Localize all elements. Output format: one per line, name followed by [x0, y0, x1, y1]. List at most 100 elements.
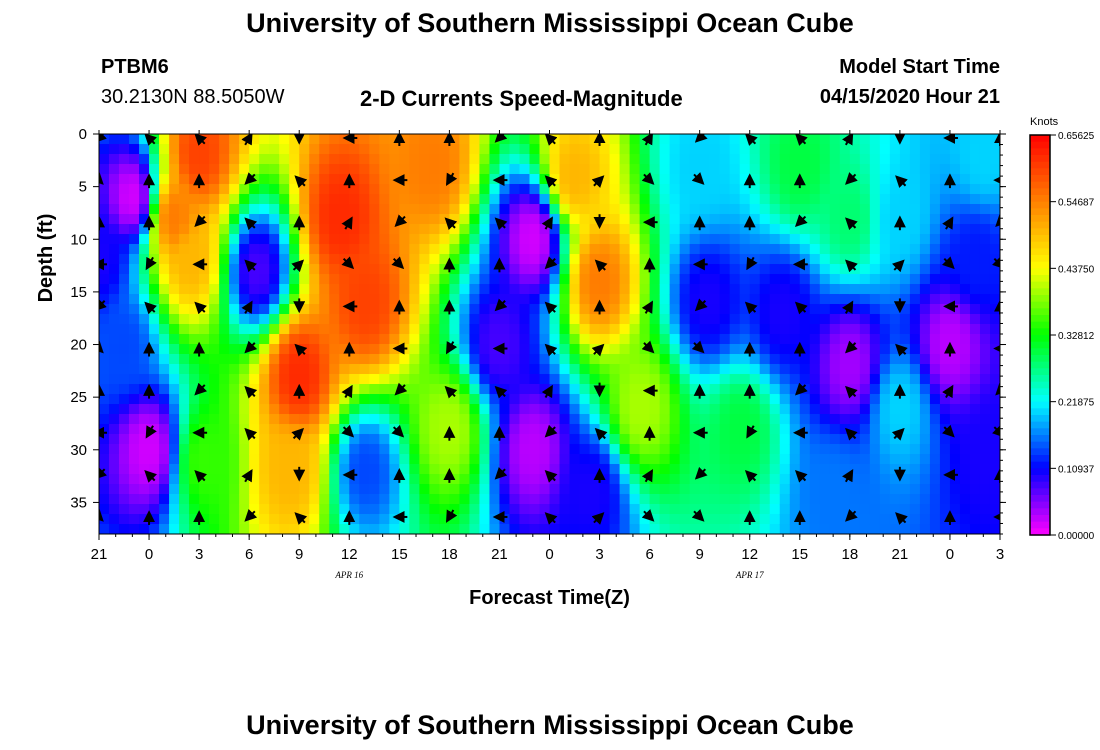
heatmap-cell: [469, 364, 481, 375]
heatmap-cell: [309, 384, 320, 395]
heatmap-cell: [679, 134, 691, 145]
heatmap-cell: [359, 294, 370, 305]
heatmap-cell: [149, 184, 160, 195]
heatmap-cell: [919, 414, 931, 425]
heatmap-cell: [109, 164, 120, 175]
heatmap-cell: [319, 504, 330, 515]
heatmap-cell: [499, 254, 511, 265]
heatmap-cell: [119, 204, 130, 215]
heatmap-cell: [629, 204, 641, 215]
heatmap-cell: [609, 514, 621, 525]
heatmap-cell: [349, 254, 360, 265]
colorbar-swatch: [1030, 208, 1050, 216]
heatmap-cell: [509, 444, 521, 455]
heatmap-cell: [609, 274, 621, 285]
heatmap-cell: [699, 404, 711, 415]
heatmap-cell: [199, 484, 210, 495]
heatmap-cell: [369, 304, 380, 315]
heatmap-cell: [279, 334, 290, 345]
heatmap-cell: [329, 454, 340, 465]
heatmap-cell: [249, 154, 260, 165]
heatmap-cell: [679, 394, 691, 405]
heatmap-cell: [589, 144, 601, 155]
heatmap-cell: [619, 174, 631, 185]
heatmap-cell: [619, 284, 631, 295]
heatmap-cell: [129, 334, 140, 345]
heatmap-cell: [319, 314, 330, 325]
heatmap-cell: [929, 294, 941, 305]
heatmap-cell: [599, 184, 611, 195]
heatmap-cell: [799, 194, 811, 205]
heatmap-cell: [979, 204, 991, 215]
heatmap-cell: [269, 214, 280, 225]
heatmap-cell: [199, 324, 210, 335]
heatmap-cell: [979, 514, 991, 525]
heatmap-cell: [519, 324, 531, 335]
heatmap-cell: [309, 184, 320, 195]
heatmap-cell: [959, 334, 971, 345]
heatmap-cell: [309, 174, 320, 185]
heatmap-cell: [829, 164, 841, 175]
heatmap-cell: [539, 164, 551, 175]
heatmap-cell: [109, 184, 120, 195]
heatmap-cell: [119, 524, 130, 534]
heatmap-cell: [199, 344, 210, 355]
colorbar-swatch: [1030, 521, 1050, 529]
heatmap-cell: [579, 404, 591, 415]
heatmap-cell: [159, 304, 170, 315]
heatmap-cell: [319, 284, 330, 295]
heatmap-cell: [909, 424, 921, 435]
heatmap-cell: [189, 234, 200, 245]
heatmap-cell: [259, 184, 270, 195]
heatmap-cell: [839, 354, 851, 365]
heatmap-cell: [319, 494, 330, 505]
heatmap-cell: [859, 474, 871, 485]
heatmap-cell: [149, 374, 160, 385]
heatmap-cell: [919, 394, 931, 405]
heatmap-cell: [189, 144, 200, 155]
heatmap-cell: [719, 204, 731, 215]
current-vector: [895, 512, 908, 525]
heatmap-cell: [409, 284, 420, 295]
heatmap-cell: [469, 314, 481, 325]
heatmap-cell: [149, 154, 160, 165]
heatmap-cell: [569, 494, 581, 505]
heatmap-cell: [379, 444, 390, 455]
heatmap-cell: [759, 144, 771, 155]
heatmap-cell: [199, 434, 210, 445]
heatmap-cell: [799, 224, 811, 235]
heatmap-cell: [159, 294, 170, 305]
heatmap-cell: [419, 284, 430, 295]
heatmap-cell: [779, 164, 791, 175]
heatmap-cell: [389, 504, 400, 515]
heatmap-cell: [489, 494, 501, 505]
heatmap-cell: [119, 214, 130, 225]
heatmap-cell: [669, 244, 681, 255]
heatmap-cell: [399, 394, 410, 405]
heatmap-cell: [129, 504, 140, 515]
heatmap-cell: [719, 394, 731, 405]
heatmap-cell: [919, 214, 931, 225]
heatmap-cell: [239, 464, 250, 475]
current-vector: [494, 298, 508, 312]
heatmap-cell: [219, 424, 230, 435]
heatmap-cell: [639, 334, 651, 345]
heatmap-cell: [379, 494, 390, 505]
heatmap-cell: [459, 154, 471, 165]
heatmap-cell: [359, 374, 370, 385]
heatmap-cell: [409, 384, 420, 395]
heatmap-cell: [509, 504, 521, 515]
heatmap-cell: [389, 224, 400, 235]
heatmap-cell: [699, 374, 711, 385]
heatmap-cell: [849, 524, 861, 534]
heatmap-cell: [579, 324, 591, 335]
heatmap-cell: [649, 274, 661, 285]
heatmap-cell: [679, 184, 691, 195]
heatmap-cell: [559, 324, 571, 335]
heatmap-cell: [219, 444, 230, 455]
heatmap-cell: [819, 394, 831, 405]
x-tick-label: 6: [645, 546, 653, 563]
heatmap-cell: [609, 144, 621, 155]
heatmap-cell: [519, 214, 531, 225]
heatmap-cell: [629, 324, 641, 335]
